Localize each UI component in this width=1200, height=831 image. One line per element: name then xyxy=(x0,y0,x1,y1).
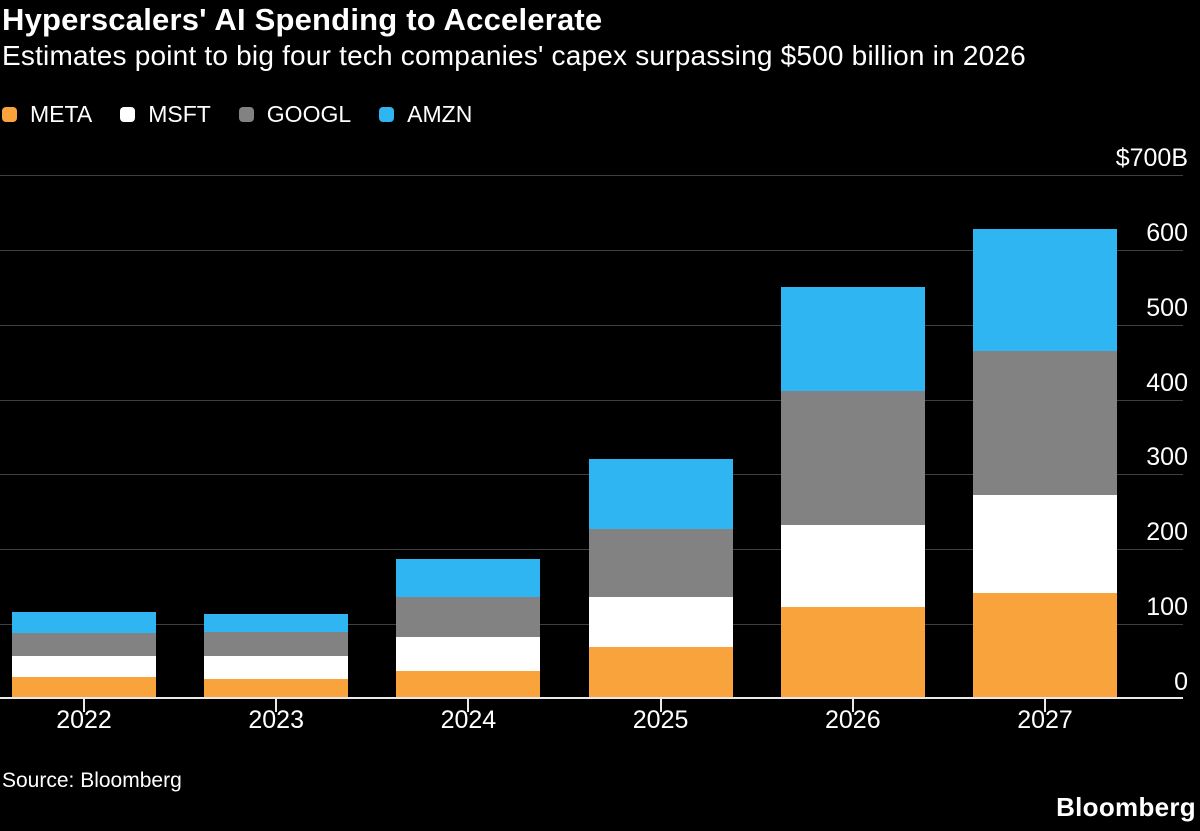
bar-segment-META-2023 xyxy=(204,678,349,699)
bar-segment-MSFT-2024 xyxy=(396,636,541,671)
legend-item-META: META xyxy=(2,101,92,128)
bar-segment-MSFT-2026 xyxy=(780,525,925,607)
legend-swatch-MSFT xyxy=(120,107,136,122)
x-tick-2026 xyxy=(851,699,854,712)
y-axis-label-700: $700B xyxy=(1115,144,1188,172)
bar-segment-AMZN-2027 xyxy=(973,228,1117,351)
bar-segment-GOOGL-2026 xyxy=(780,391,925,526)
legend-item-AMZN: AMZN xyxy=(379,101,472,128)
legend-swatch-GOOGL xyxy=(238,107,254,122)
bar-segment-META-2027 xyxy=(973,592,1117,699)
legend-label: GOOGL xyxy=(266,101,352,127)
legend-label: MSFT xyxy=(148,101,211,127)
bar-segment-MSFT-2022 xyxy=(12,656,156,677)
bloomberg-logo: Bloomberg xyxy=(1056,792,1196,822)
y-axis-label-600: 600 xyxy=(1146,218,1188,247)
bar-group-2023 xyxy=(204,175,349,699)
bar-segment-META-2022 xyxy=(12,676,156,699)
x-tick-2025 xyxy=(659,699,662,712)
y-axis-label-300: 300 xyxy=(1146,443,1188,472)
x-axis-label-2027: 2027 xyxy=(1017,706,1073,734)
gridline-600 xyxy=(0,249,1183,251)
x-axis-label-2026: 2026 xyxy=(824,706,881,734)
legend: META MSFT GOOGL AMZN xyxy=(2,101,472,128)
source-text: Source: Bloomberg xyxy=(2,769,182,792)
y-axis-label-200: 200 xyxy=(1146,518,1188,547)
bar-segment-META-2026 xyxy=(780,606,925,699)
y-axis-label-100: 100 xyxy=(1146,593,1188,622)
x-tick-2027 xyxy=(1044,699,1046,712)
legend-item-MSFT: MSFT xyxy=(120,101,211,128)
bar-group-2024 xyxy=(396,175,541,699)
bar-group-2025 xyxy=(588,175,733,699)
x-axis-label-2022: 2022 xyxy=(56,706,112,734)
bar-segment-MSFT-2025 xyxy=(588,597,733,648)
bar-segment-GOOGL-2027 xyxy=(973,350,1117,495)
bar-segment-MSFT-2023 xyxy=(204,655,349,679)
legend-item-GOOGL: GOOGL xyxy=(238,101,352,128)
chart-subtitle: Estimates point to big four tech compani… xyxy=(2,40,1026,71)
bar-segment-AMZN-2025 xyxy=(588,459,733,530)
x-axis-label-2023: 2023 xyxy=(248,706,304,734)
bar-segment-GOOGL-2023 xyxy=(204,631,349,656)
bar-group-2027 xyxy=(973,175,1117,699)
legend-swatch-AMZN xyxy=(379,107,395,122)
legend-label: META xyxy=(30,101,93,127)
chart-title: Hyperscalers' AI Spending to Accelerate xyxy=(2,2,603,37)
gridline-700 xyxy=(0,175,1183,176)
x-axis-label-2025: 2025 xyxy=(632,706,689,734)
legend-label: AMZN xyxy=(407,101,473,127)
legend-swatch-META xyxy=(2,107,17,122)
y-axis-label-0: 0 xyxy=(1174,668,1188,696)
bar-group-2022 xyxy=(12,175,156,699)
bar-segment-META-2024 xyxy=(396,670,541,699)
bar-segment-MSFT-2027 xyxy=(973,494,1117,593)
bar-segment-GOOGL-2025 xyxy=(588,529,733,598)
x-tick-2023 xyxy=(275,699,278,712)
y-axis-label-500: 500 xyxy=(1146,293,1188,322)
gridline-400 xyxy=(0,399,1183,401)
plot-area: $700B 600 500 400 300 200 100 0 xyxy=(0,144,1188,699)
bar-segment-AMZN-2022 xyxy=(12,612,156,634)
bar-segment-GOOGL-2024 xyxy=(396,597,541,637)
x-tick-2022 xyxy=(83,699,85,712)
bar-segment-AMZN-2026 xyxy=(780,286,925,392)
x-axis-line xyxy=(0,697,1183,699)
x-axis-label-2024: 2024 xyxy=(440,706,497,734)
bar-segment-AMZN-2023 xyxy=(204,614,349,632)
bar-segment-AMZN-2024 xyxy=(396,559,541,598)
bar-group-2026 xyxy=(780,175,925,699)
bar-segment-GOOGL-2022 xyxy=(12,633,156,657)
y-axis-label-400: 400 xyxy=(1146,368,1188,397)
gridline-500 xyxy=(0,324,1183,326)
x-tick-2024 xyxy=(467,699,470,712)
bar-segment-META-2025 xyxy=(588,647,733,699)
